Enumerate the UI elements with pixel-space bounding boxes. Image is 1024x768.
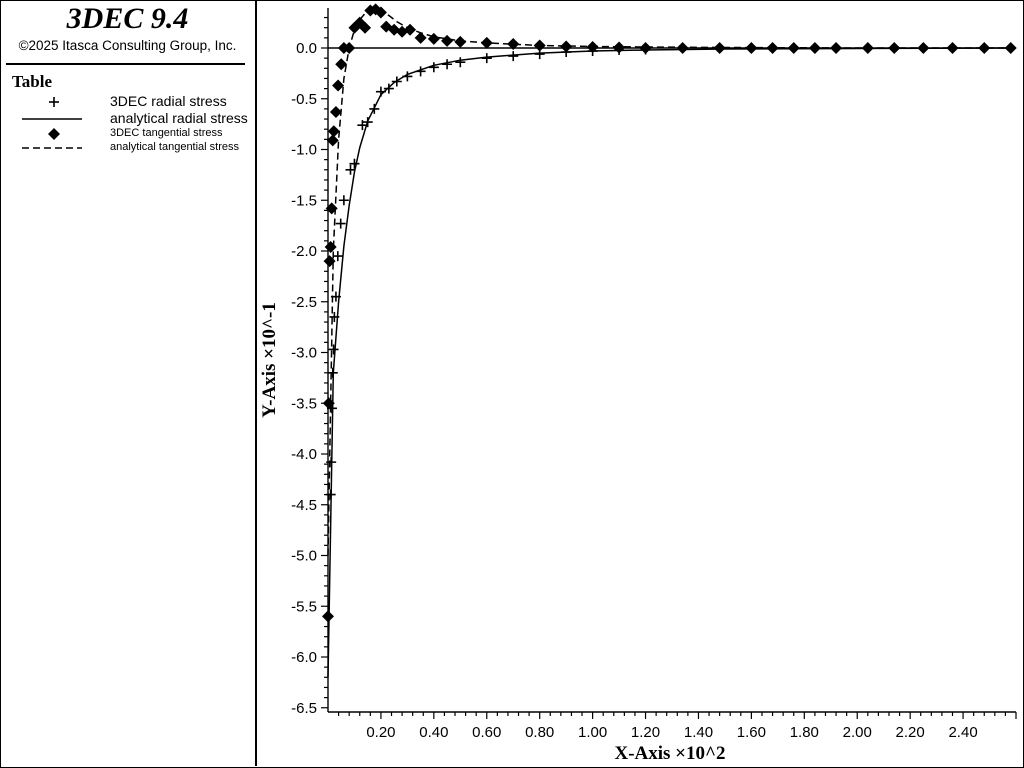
tangential-stress-point: [322, 610, 334, 623]
x-tick-label: 2.20: [896, 724, 925, 741]
plus-marker-icon: [49, 97, 59, 107]
y-tick-label: -2.5: [291, 294, 317, 311]
tangential-stress-point: [454, 35, 467, 48]
tangential-stress-point: [359, 21, 372, 34]
tangential-stress-point: [348, 21, 361, 34]
radial-stress-point: [328, 344, 339, 355]
x-axis-title: X-Axis ×10^2: [614, 743, 725, 764]
radial-stress-point: [349, 158, 360, 169]
x-tick-label: 0.60: [472, 724, 501, 741]
y-tick-label: -4.5: [291, 497, 317, 514]
x-tick-label: 0.80: [525, 724, 554, 741]
y-tick-label: -5.5: [291, 598, 317, 615]
solid-line-icon: [22, 118, 82, 120]
radial-stress-point: [455, 57, 466, 68]
radial-stress-point: [335, 218, 346, 229]
x-tick-label: 0.40: [419, 724, 448, 741]
tangential-stress-point: [639, 42, 652, 54]
tangential-stress-point: [946, 42, 959, 54]
y-tick-label: -6.5: [291, 700, 317, 717]
y-tick-label: -2.0: [291, 243, 317, 260]
tangential-stress-point: [380, 20, 393, 33]
radial-stress-point: [338, 195, 349, 206]
tangential-stress-point: [323, 255, 336, 268]
y-tick-label: -6.0: [291, 649, 317, 666]
analytical-tangential-line: [327, 8, 1011, 556]
tangential-stress-point: [329, 105, 342, 118]
copyright-text: ©2025 Itasca Consulting Group, Inc.: [18, 38, 237, 53]
tangential-stress-point: [325, 202, 338, 215]
radial-stress-point: [332, 251, 343, 262]
dashed-line-icon: [22, 147, 82, 149]
legend-separator: [6, 63, 245, 65]
x-tick-label: 2.40: [948, 724, 977, 741]
tangential-stress-point: [322, 397, 335, 410]
y-tick-label: -3.0: [291, 345, 317, 362]
y-tick-label: -0.5: [291, 91, 317, 108]
legend-label: 3DEC tangential stress: [110, 127, 223, 139]
x-tick-label: 2.00: [843, 724, 872, 741]
diamond-marker-icon: [48, 128, 60, 140]
radial-stress-point: [383, 83, 394, 94]
y-tick-label: 0.0: [296, 40, 317, 57]
y-tick-label: -5.0: [291, 548, 317, 565]
x-tick-label: 1.40: [684, 724, 713, 741]
x-tick-label: 1.20: [631, 724, 660, 741]
tangential-stress-point: [441, 34, 454, 47]
y-tick-label: -3.5: [291, 395, 317, 412]
tangential-stress-point: [414, 31, 427, 44]
y-axis-title: Y-Axis ×10^-1: [259, 302, 280, 418]
tangential-stress-point: [332, 79, 345, 92]
tangential-stress-point: [326, 134, 339, 147]
tangential-stress-point: [335, 58, 348, 71]
tangential-stress-point: [327, 125, 340, 138]
x-tick-label: 0.20: [366, 724, 395, 741]
analytical-radial-line: [327, 47, 1011, 678]
tangential-stress-point: [676, 42, 689, 54]
y-tick-label: -1.5: [291, 192, 317, 209]
y-tick-label: -1.0: [291, 142, 317, 159]
chart-plot-area: 0.0 -0.5 -1.0 -1.5 -2.0 -2.5 -3.0 -3.5 -4.0 -4.5 -…: [259, 3, 1017, 764]
x-tick-label: 1.80: [790, 724, 819, 741]
radial-stress-point: [442, 59, 453, 70]
app-title: 3DEC 9.4: [66, 2, 189, 35]
tangential-stress-point: [978, 42, 991, 54]
radial-stress-point: [428, 62, 439, 73]
legend-label: analytical tangential stress: [110, 141, 240, 153]
legend-panel: 3DEC 9.4 ©2025 Itasca Consulting Group, …: [0, 0, 257, 766]
tangential-stress-point: [374, 6, 387, 19]
tangential-stress-point: [507, 37, 520, 50]
radial-stress-point: [508, 51, 519, 62]
legend-label: analytical radial stress: [110, 110, 248, 126]
radial-stress-point: [345, 164, 356, 175]
legend-label: 3DEC radial stress: [110, 93, 227, 109]
y-tick-label: -4.0: [291, 446, 317, 463]
x-tick-label: 1.00: [578, 724, 607, 741]
tangential-stress-point: [1004, 42, 1017, 54]
tangential-stress-point: [560, 40, 573, 53]
x-tick-label: 1.60: [737, 724, 766, 741]
legend-heading: Table: [12, 72, 53, 91]
tangential-stress-point: [427, 32, 440, 45]
tangential-stress-point: [713, 42, 726, 54]
